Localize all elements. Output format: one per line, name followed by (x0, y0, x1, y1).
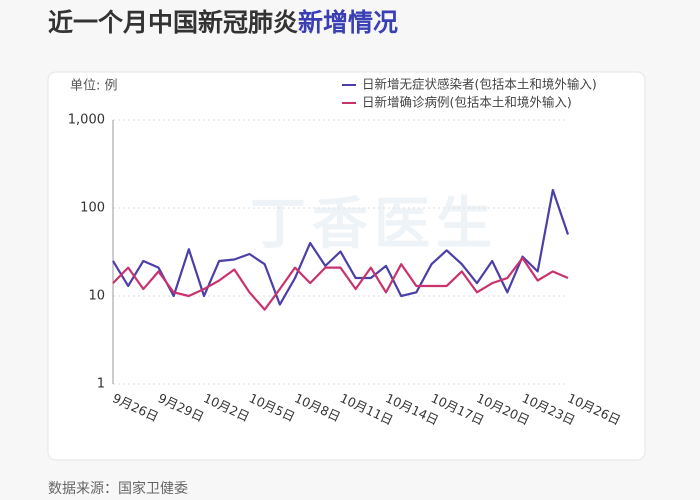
legend-label: 日新增确诊病例(包括本土和境外输入) (362, 95, 572, 110)
title-part: 新增情况 (298, 8, 398, 37)
source: 数据来源：国家卫健委 (48, 480, 188, 497)
y-tick-label: 100 (80, 201, 105, 216)
series-line (112, 188, 570, 306)
chart-title: 近一个月中国新冠肺炎新增情况 (48, 8, 398, 37)
y-tick-label: 1,000 (68, 113, 105, 128)
title-part: 近一个月中国新冠肺炎 (48, 8, 298, 37)
y-tick-label: 10 (88, 289, 105, 304)
legend-label: 日新增无症状感染者(包括本土和境外输入) (362, 77, 597, 92)
unit-label: 单位: 例 (70, 79, 118, 94)
card (47, 71, 646, 461)
watermark: 丁香医生 (250, 192, 498, 257)
y-tick-label: 1 (97, 377, 105, 392)
series-line (112, 256, 569, 311)
